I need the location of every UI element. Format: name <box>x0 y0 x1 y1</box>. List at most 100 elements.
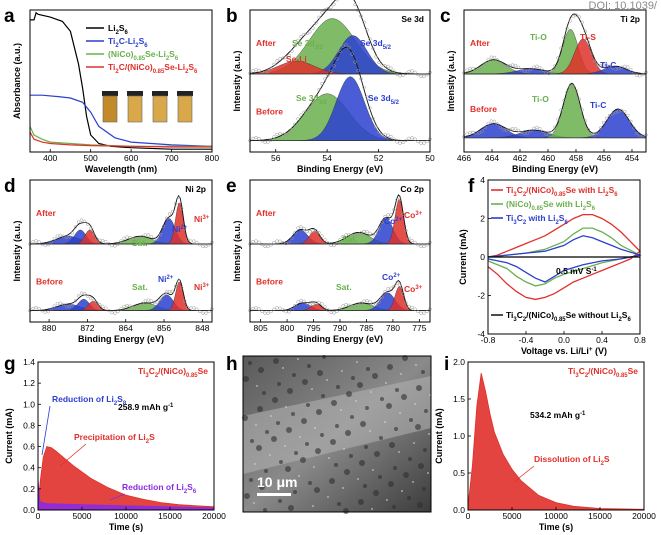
before-label: Before <box>256 277 283 287</box>
sem-texture <box>264 469 268 473</box>
after-marker <box>353 234 357 238</box>
after-marker <box>302 32 306 37</box>
before-marker <box>538 126 542 131</box>
after-marker <box>571 14 575 19</box>
sem-texture <box>259 484 265 490</box>
before-marker <box>134 305 138 310</box>
after-marker <box>610 66 615 70</box>
sem-texture <box>398 451 400 453</box>
before-marker <box>480 129 484 133</box>
before-marker <box>507 127 512 132</box>
sem-texture <box>428 433 430 435</box>
after-marker <box>296 226 300 230</box>
after-marker <box>392 207 396 212</box>
after-marker <box>501 64 506 68</box>
sem-texture <box>386 403 392 409</box>
sem-texture <box>253 502 255 504</box>
after-marker <box>134 237 138 242</box>
after-marker <box>410 69 414 73</box>
before-marker <box>598 126 603 130</box>
annotation-li2s6: Reduction of Li2S6 <box>122 482 197 495</box>
before-marker <box>623 109 627 114</box>
before-marker <box>368 300 372 304</box>
before-marker <box>302 299 306 303</box>
panel-f-y-tick-label: -2 <box>477 291 485 301</box>
panel-label-f: f <box>468 176 475 197</box>
sem-texture <box>285 406 287 408</box>
after-marker <box>299 34 303 39</box>
sem-texture <box>341 370 343 372</box>
sem-texture <box>254 463 256 465</box>
after-marker <box>413 70 417 74</box>
before-marker <box>556 117 560 121</box>
after-label: After <box>470 38 491 48</box>
label-ni3: Ni3+ <box>194 214 210 224</box>
annotation-arrow <box>513 465 535 483</box>
before-marker <box>365 299 369 303</box>
before-marker <box>374 125 378 129</box>
after-marker <box>574 13 578 17</box>
after-marker <box>377 60 381 65</box>
after-marker <box>504 64 509 69</box>
before-marker <box>55 302 59 306</box>
sem-texture <box>262 391 266 395</box>
label-tis: Ti-S <box>580 32 596 42</box>
before-marker <box>95 301 99 305</box>
before-marker <box>110 310 114 315</box>
after-marker <box>37 240 41 244</box>
before-marker <box>477 131 481 135</box>
sem-texture <box>387 364 393 370</box>
before-marker <box>70 303 75 307</box>
after-marker <box>425 243 429 247</box>
before-marker <box>353 305 357 309</box>
after-marker <box>407 236 411 240</box>
before-marker <box>589 133 594 137</box>
before-marker <box>254 306 258 310</box>
sem-texture <box>343 508 349 514</box>
before-marker <box>104 306 108 310</box>
scan-rate-label: 0.5 mV S-1 <box>556 266 597 276</box>
panel-f-x-tick-label: 0.0 <box>558 335 570 345</box>
before-marker <box>347 303 351 307</box>
before-marker <box>128 304 132 308</box>
vial-body <box>102 95 118 123</box>
after-marker <box>85 222 90 226</box>
before-marker <box>260 309 264 313</box>
panel-g-x-tick-label: 5000 <box>73 511 92 521</box>
panel-e-x-tick-label: 780 <box>386 323 400 333</box>
panel-f-xlabel: Voltage vs. Li/Li+ (V) <box>521 346 607 357</box>
before-marker <box>401 292 405 296</box>
before-envelope <box>250 46 430 142</box>
label-co3-before: Co3+ <box>404 284 423 294</box>
sem-texture <box>336 385 340 389</box>
after-marker <box>293 43 297 48</box>
annotation-arrow <box>109 493 126 501</box>
panel-g-y-tick-label: 1.0 <box>23 399 35 409</box>
before-marker <box>73 299 78 303</box>
sem-texture <box>358 499 364 505</box>
before-marker <box>359 301 363 305</box>
after-marker <box>251 69 255 73</box>
panel-b-x-tick-label: 52 <box>374 153 384 163</box>
sem-texture <box>355 400 357 402</box>
panel-i-y-tick-label: 0.5 <box>453 468 465 478</box>
after-marker <box>401 73 405 77</box>
sem-texture <box>423 448 427 452</box>
sem-texture <box>372 469 374 471</box>
before-marker <box>76 294 81 298</box>
panel-f-x-tick-label: 0.8 <box>634 335 646 345</box>
panel-g-y-tick-label: 0.8 <box>23 420 35 430</box>
sem-texture <box>345 430 351 436</box>
after-marker <box>498 61 503 65</box>
before-marker <box>287 131 291 135</box>
before-marker <box>529 129 533 133</box>
sem-texture <box>302 379 308 385</box>
after-marker <box>82 219 87 223</box>
before-marker <box>317 300 321 305</box>
after-marker <box>535 64 539 68</box>
capacity-label: 534.2 mAh g-1 <box>530 410 586 420</box>
sem-texture <box>401 394 407 400</box>
before-marker <box>329 69 333 74</box>
before-marker <box>380 295 384 299</box>
